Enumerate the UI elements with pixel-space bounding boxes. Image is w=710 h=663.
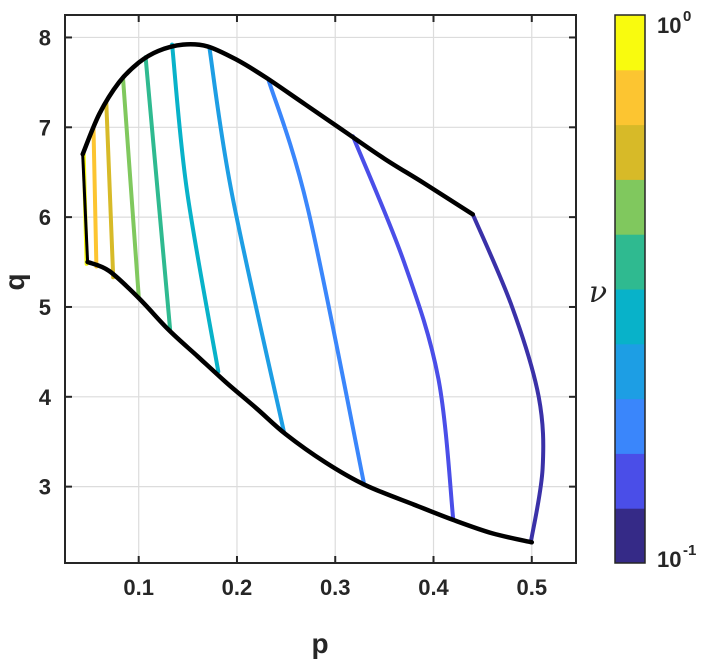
nu-curve	[121, 75, 141, 299]
y-tick-labels: 3 4 5 6 7 8	[39, 25, 52, 499]
colorbar-segment	[615, 508, 645, 564]
lower-boundary	[85, 259, 535, 545]
x-axis-label: p	[311, 628, 328, 659]
nu-curve	[91, 127, 99, 269]
y-tick-label: 5	[39, 295, 51, 320]
y-axis-label: q	[0, 273, 30, 290]
plot-frame	[64, 14, 577, 564]
colorbar-segment	[615, 179, 645, 235]
upper-boundary	[80, 41, 476, 217]
nu-curve	[143, 55, 173, 332]
y-tick-label: 7	[39, 115, 51, 140]
x-tick-labels: 0.1 0.2 0.3 0.4 0.5	[123, 575, 547, 600]
colorbar-segment	[615, 343, 645, 400]
x-tick-label: 0.2	[222, 575, 253, 600]
colorbar-tick-exponent: -1	[683, 542, 696, 559]
colorbar-tick-label: 10	[657, 547, 681, 572]
colorbar-tick-exponent: 0	[683, 8, 691, 25]
y-tick-label: 8	[39, 25, 51, 50]
grid-lines	[65, 15, 576, 563]
y-tick-label: 3	[39, 475, 51, 500]
colorbar-segment	[615, 69, 645, 126]
x-tick-label: 0.1	[123, 575, 154, 600]
y-tick-label: 6	[39, 205, 51, 230]
x-tick-label: 0.3	[320, 575, 351, 600]
colorbar-segment	[615, 234, 645, 290]
nu-curve	[350, 134, 456, 521]
nu-curve	[470, 212, 546, 545]
x-tick-label: 0.5	[516, 575, 547, 600]
colorbar-segment	[615, 398, 645, 454]
colorbar-segment	[615, 453, 645, 509]
nu-curve	[104, 101, 116, 280]
colorbar-segment	[615, 124, 645, 180]
colorbar-segment	[615, 289, 645, 345]
x-tick-label: 0.4	[418, 575, 449, 600]
region-boundary	[80, 41, 535, 545]
left-boundary	[81, 154, 90, 263]
nu-curves	[81, 42, 546, 545]
colorbar-tick-label: 10	[657, 13, 681, 38]
axis-ticks	[65, 15, 576, 563]
colorbar-segment	[615, 15, 645, 71]
nu-curve	[266, 77, 366, 485]
y-tick-label: 4	[39, 385, 52, 410]
nu-curve	[207, 46, 287, 435]
colorbar-label: ν	[589, 275, 607, 310]
colorbar-frame	[614, 14, 646, 564]
nu-curve	[170, 42, 221, 374]
